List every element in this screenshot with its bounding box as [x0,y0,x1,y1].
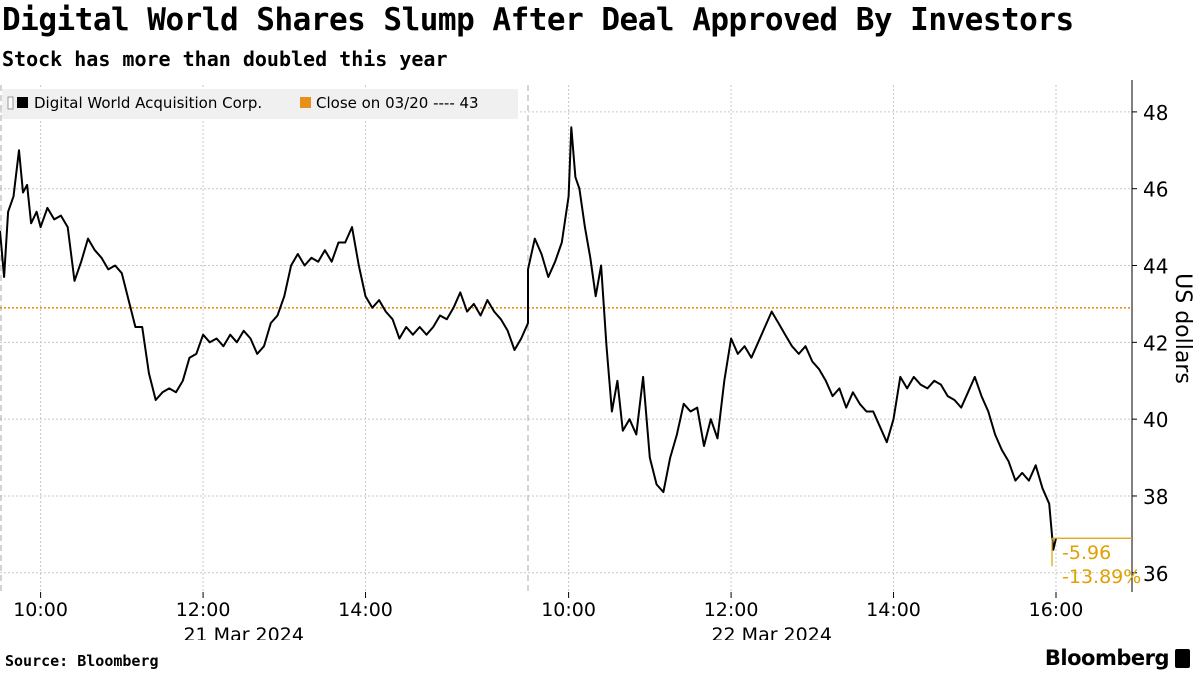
legend-scroll-icon [7,96,14,110]
day-label: 22 Mar 2024 [711,624,831,640]
legend-box [2,89,518,119]
legend-label: Digital World Acquisition Corp. [34,94,262,112]
x-tick-label: 10:00 [541,599,596,621]
percent-change-label: -13.89% [1062,566,1141,588]
y-tick-label: 46 [1143,178,1168,202]
y-tick-label: 38 [1143,485,1168,509]
x-tick-label: 14:00 [866,599,921,621]
legend-label: Close on 03/20 ---- 43 [316,94,479,112]
y-tick-label: 42 [1143,331,1168,355]
legend-swatch [17,97,28,108]
x-tick-label: 14:00 [338,599,393,621]
y-axis-title: US dollars [1170,273,1195,384]
price-series-line [0,126,1057,551]
day-label: 21 Mar 2024 [183,624,303,640]
stock-line-chart: 36 38 40 42 44 46 48 10:00 12:00 14:00 10:00 12:00 1… [0,80,1195,640]
chart-subtitle: Stock has more than doubled this year [2,47,448,71]
bloomberg-logo: Bloomberg [1045,646,1190,670]
y-tick-label: 36 [1143,562,1168,586]
chart-title: Digital World Shares Slump After Deal Ap… [2,2,1074,38]
bloomberg-mark-icon [1175,648,1190,668]
y-tick-label: 48 [1143,101,1168,125]
change-label: -5.96 [1062,542,1111,564]
source-note: Source: Bloomberg [5,652,159,670]
brand-name: Bloomberg [1044,646,1170,670]
x-tick-label: 10:00 [13,599,68,621]
y-tick-label: 40 [1143,408,1168,432]
x-tick-label: 12:00 [176,599,231,621]
y-tick-label: 44 [1143,255,1168,279]
x-tick-label: 12:00 [704,599,759,621]
legend-swatch [300,97,311,108]
x-tick-label: 16:00 [1029,599,1084,621]
